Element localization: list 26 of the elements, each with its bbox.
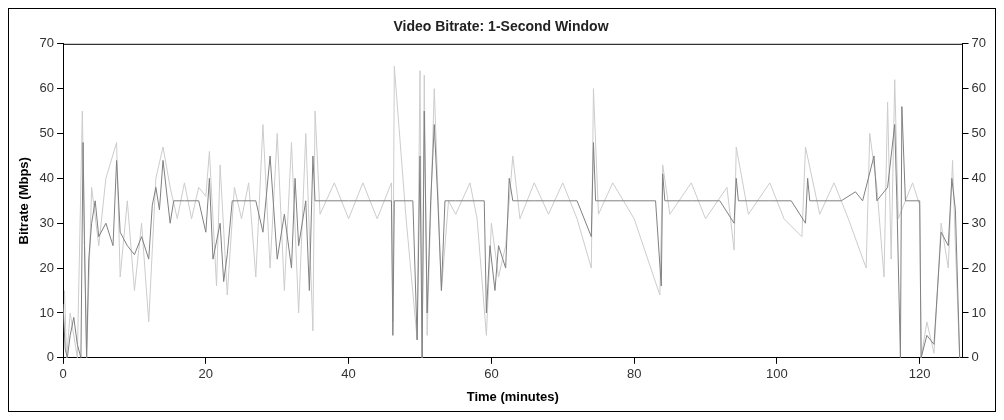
x-tick-label: 20	[198, 366, 214, 382]
y-axis-title: Bitrate (Mbps)	[16, 157, 32, 245]
y2-tick-label: 10	[971, 304, 987, 320]
y-tick-label: 70	[39, 35, 55, 51]
y2-tick-label: 40	[971, 169, 987, 185]
y-tick-label: 30	[39, 214, 55, 230]
x-tick-label: 120	[908, 366, 931, 382]
y-tick-label: 40	[39, 169, 55, 185]
x-axis-title: Time (minutes)	[466, 388, 559, 404]
x-tick-label: 0	[59, 366, 67, 382]
x-tick-label: 100	[766, 366, 788, 382]
y-tick-label: 50	[39, 125, 55, 141]
y2-tick-label: 20	[971, 259, 987, 275]
y2-tick-label: 30	[971, 214, 987, 230]
y2-tick-label: 0	[971, 349, 979, 365]
x-tick-label: 40	[341, 366, 356, 382]
x-tick-label: 80	[626, 366, 642, 382]
y2-tick-label: 60	[971, 80, 987, 96]
y2-tick-label: 50	[971, 125, 987, 141]
y-tick-label: 20	[39, 259, 55, 275]
y-tick-label: 0	[46, 349, 55, 365]
x-tick-label: 60	[484, 366, 499, 382]
chart-title: Video Bitrate: 1-Second Window	[393, 18, 609, 35]
y2-tick-label: 70	[971, 35, 987, 51]
y-tick-label: 10	[39, 304, 55, 320]
y-tick-label: 60	[39, 80, 55, 96]
